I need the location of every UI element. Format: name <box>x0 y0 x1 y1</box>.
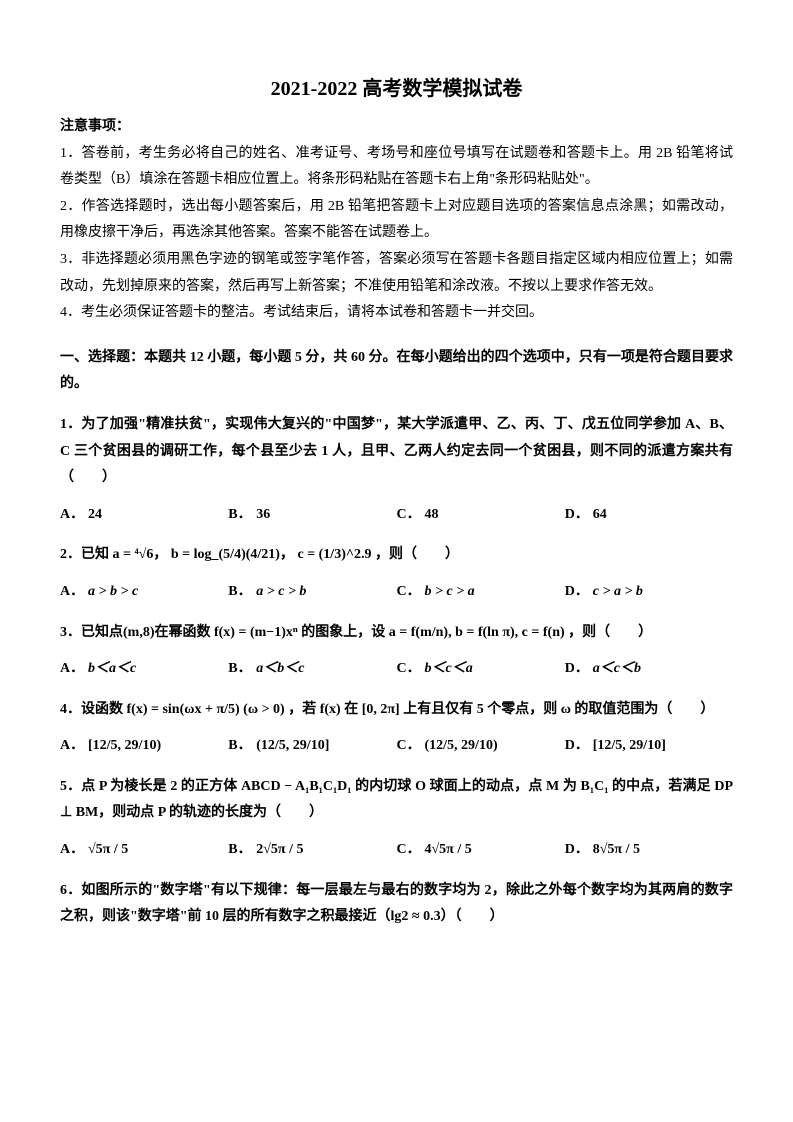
q1-opt-b: B．36 <box>228 502 396 529</box>
q2-suffix: ，则（ ） <box>375 547 459 562</box>
q2-opt-b: B．a > c > b <box>228 579 396 606</box>
q2-formula-c: c = (1/3)^2.9 <box>297 547 371 562</box>
q5-a-val: √5π / 5 <box>88 842 128 857</box>
q3-opt-a: A．b＜a＜c <box>60 656 228 683</box>
q1-b-val: 36 <box>256 507 270 522</box>
q3-suffix: ，则（ ） <box>568 625 652 640</box>
q2-opt-d: D．c > a > b <box>565 579 733 606</box>
q3-b-val: a＜b＜c <box>256 661 304 676</box>
q5-opt-a: A．√5π / 5 <box>60 837 228 864</box>
q2-c-val: b > c > a <box>425 584 475 599</box>
q4-prefix: 4．设函数 <box>60 702 123 717</box>
q4-opt-b: B．(12/5, 29/10] <box>228 733 396 760</box>
q5-d-val: 8√5π / 5 <box>593 842 640 857</box>
q5-opt-d: D．8√5π / 5 <box>565 837 733 864</box>
q3-opt-b: B．a＜b＜c <box>228 656 396 683</box>
q4-opt-d: D．[12/5, 29/10] <box>565 733 733 760</box>
q3-options: A．b＜a＜c B．a＜b＜c C．b＜c＜a D．a＜c＜b <box>60 656 733 683</box>
q5-opt-b: B．2√5π / 5 <box>228 837 396 864</box>
q2-opt-a: A．a > b > c <box>60 579 228 606</box>
q3-opt-d: D．a＜c＜b <box>565 656 733 683</box>
q2-b-val: a > c > b <box>256 584 306 599</box>
q5-b-val: 2√5π / 5 <box>256 842 303 857</box>
q1-c-val: 48 <box>425 507 439 522</box>
q2-options: A．a > b > c B．a > c > b C．b > c > a D．c … <box>60 579 733 606</box>
q4-c-val: (12/5, 29/10) <box>425 738 498 753</box>
q1-opt-c: C．48 <box>397 502 565 529</box>
q4-formula: f(x) = sin(ωx + π/5) (ω > 0) <box>127 702 285 717</box>
q3-d-val: a＜c＜b <box>593 661 641 676</box>
q1-d-val: 64 <box>593 507 607 522</box>
q3-a-val: b＜a＜c <box>88 661 136 676</box>
section-1-head: 一、选择题：本题共 12 小题，每小题 5 分，共 60 分。在每小题给出的四个… <box>60 345 733 398</box>
q2-formula-a: a = ⁴√6 <box>113 547 154 562</box>
q2-opt-c: C．b > c > a <box>397 579 565 606</box>
q3-formula: a = f(m/n), b = f(ln π), c = f(n) <box>389 625 565 640</box>
notice-label: 注意事项： <box>60 114 733 141</box>
q3-prefix: 3．已知点(m,8)在幂函数 f(x) = (m−1)xⁿ 的图象上，设 <box>60 625 385 640</box>
notice-3: 3．非选择题必须用黑色字迹的钢笔或签字笔作答，答案必须写在答题卡各题目指定区域内… <box>60 247 733 300</box>
q4-text: 4．设函数 f(x) = sin(ωx + π/5) (ω > 0) ，若 f(… <box>60 697 733 724</box>
q4-opt-c: C．(12/5, 29/10) <box>397 733 565 760</box>
notice-1: 1．答卷前，考生务必将自己的姓名、准考证号、考场号和座位号填写在试题卷和答题卡上… <box>60 141 733 194</box>
q1-opt-d: D．64 <box>565 502 733 529</box>
q5-text: 5．点 P 为棱长是 2 的正方体 ABCD − A₁B₁C₁D₁ 的内切球 O… <box>60 774 733 827</box>
q4-b-val: (12/5, 29/10] <box>256 738 329 753</box>
q2-d-val: c > a > b <box>593 584 643 599</box>
q3-c-val: b＜c＜a <box>425 661 473 676</box>
q2-text: 2．已知 a = ⁴√6， b = log_(5/4)(4/21)， c = (… <box>60 542 733 569</box>
q1-a-val: 24 <box>88 507 102 522</box>
q5-opt-c: C．4√5π / 5 <box>397 837 565 864</box>
notice-2: 2．作答选择题时，选出每小题答案后，用 2B 铅笔把答题卡上对应题目选项的答案信… <box>60 194 733 247</box>
q1-options: A．24 B．36 C．48 D．64 <box>60 502 733 529</box>
notice-4: 4．考生必须保证答题卡的整洁。考试结束后，请将本试卷和答题卡一并交回。 <box>60 300 733 327</box>
q2-prefix: 2．已知 <box>60 547 109 562</box>
q6-text: 6．如图所示的"数字塔"有以下规律：每一层最左与最右的数字均为 2，除此之外每个… <box>60 878 733 931</box>
q5-c-val: 4√5π / 5 <box>425 842 472 857</box>
q4-mid: ，若 f(x) 在 [0, 2π] 上有且仅有 5 个零点，则 ω 的取值范围为… <box>288 702 714 717</box>
exam-title: 2021-2022 高考数学模拟试卷 <box>60 70 733 108</box>
q4-options: A．[12/5, 29/10) B．(12/5, 29/10] C．(12/5,… <box>60 733 733 760</box>
q4-d-val: [12/5, 29/10] <box>593 738 666 753</box>
q5-options: A．√5π / 5 B．2√5π / 5 C．4√5π / 5 D．8√5π /… <box>60 837 733 864</box>
q3-opt-c: C．b＜c＜a <box>397 656 565 683</box>
q4-a-val: [12/5, 29/10) <box>88 738 161 753</box>
q2-formula-b: b = log_(5/4)(4/21) <box>171 547 280 562</box>
q1-text: 1．为了加强"精准扶贫"，实现伟大复兴的"中国梦"，某大学派遣甲、乙、丙、丁、戊… <box>60 412 733 492</box>
q3-text: 3．已知点(m,8)在幂函数 f(x) = (m−1)xⁿ 的图象上，设 a =… <box>60 620 733 647</box>
q2-a-val: a > b > c <box>88 584 138 599</box>
q1-opt-a: A．24 <box>60 502 228 529</box>
q4-opt-a: A．[12/5, 29/10) <box>60 733 228 760</box>
